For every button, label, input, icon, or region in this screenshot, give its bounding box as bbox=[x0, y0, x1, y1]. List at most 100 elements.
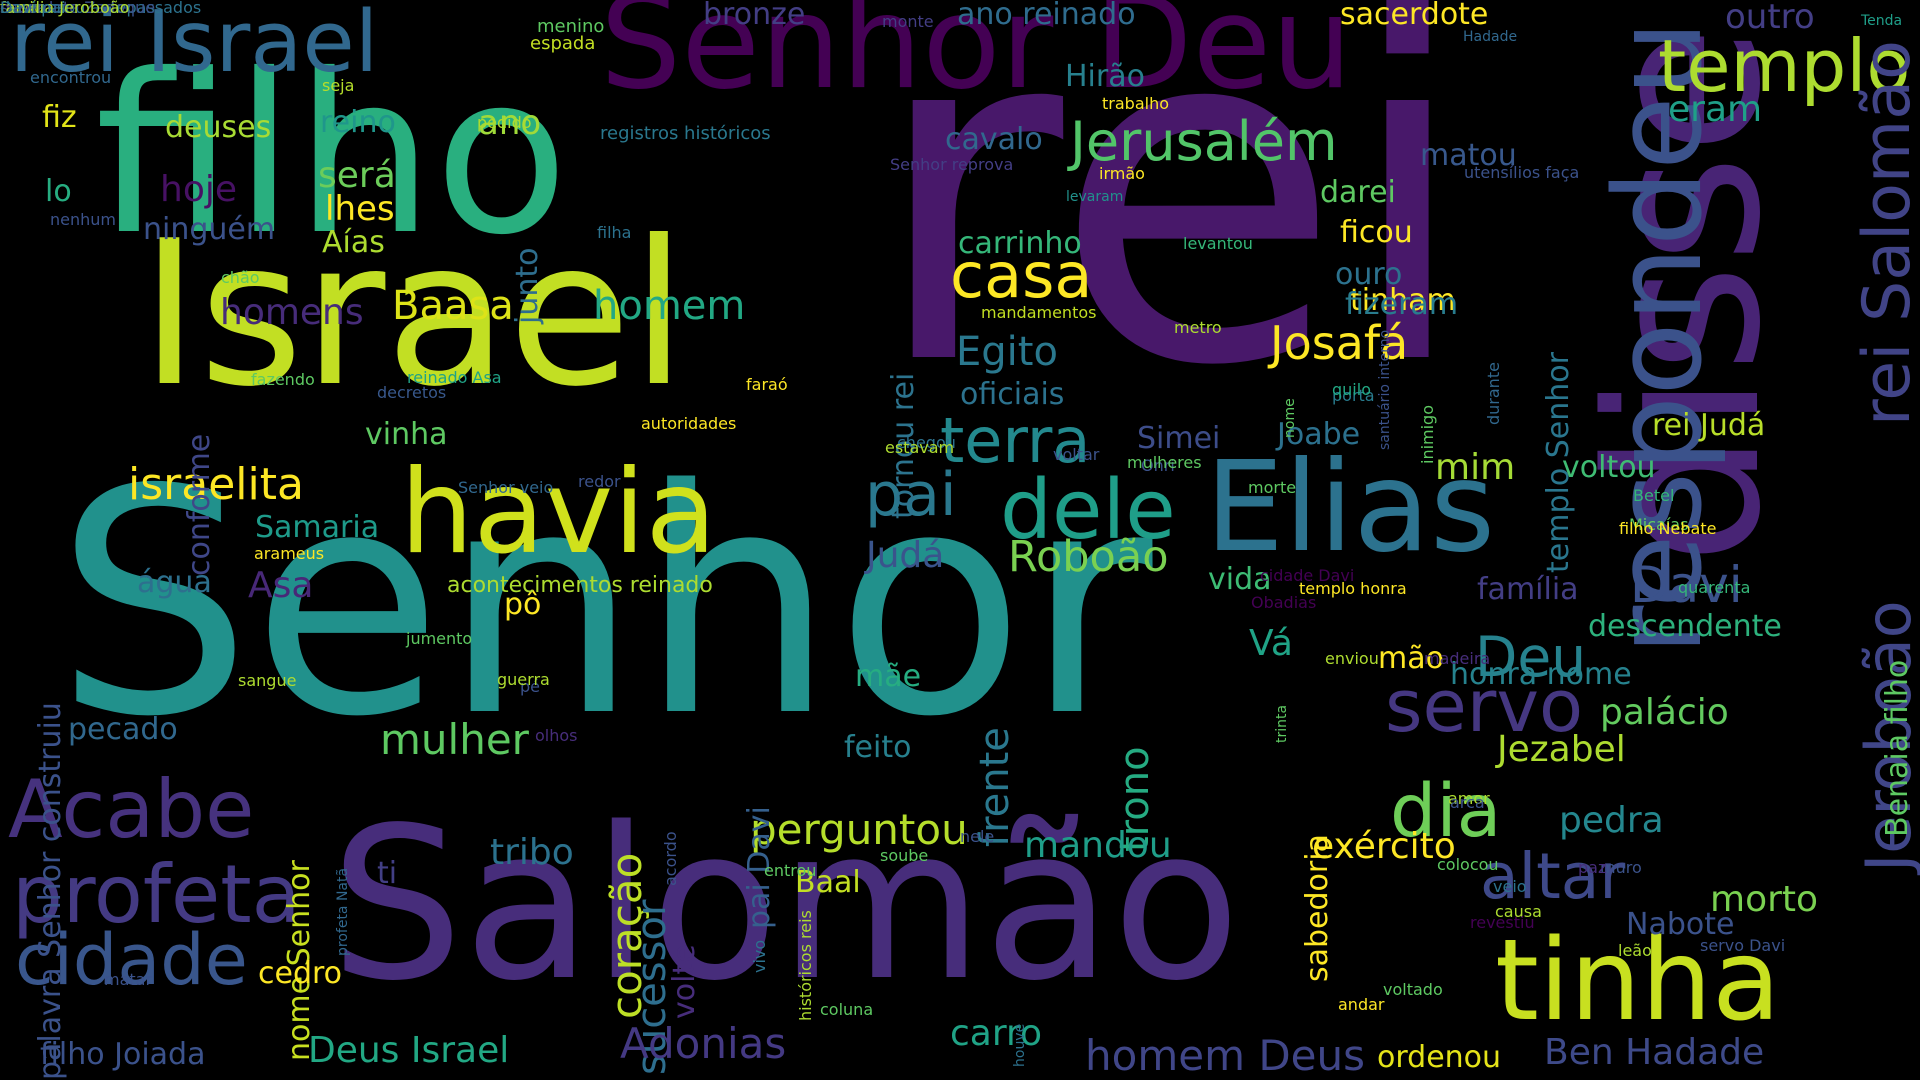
cloud-word-ben-hadade: Ben Hadade bbox=[1544, 1032, 1765, 1073]
cloud-word-sangue: sangue bbox=[238, 671, 297, 690]
cloud-word-reino: reino bbox=[320, 105, 396, 140]
cloud-word-fazendo: fazendo bbox=[251, 370, 315, 389]
cloud-word-inimigo: inimigo bbox=[1418, 405, 1437, 465]
cloud-word-estavam: estavam bbox=[885, 438, 955, 457]
cloud-word-acordo: acordo bbox=[661, 831, 680, 886]
cloud-word-morte: morte bbox=[1248, 478, 1297, 497]
cloud-word-fiz: fiz bbox=[42, 100, 77, 135]
cloud-word-israel: Israel bbox=[140, 198, 687, 431]
cloud-word-irmao: irmão bbox=[1099, 164, 1145, 183]
cloud-word-ordenou: ordenou bbox=[1377, 1040, 1502, 1075]
cloud-word-pecado: pecado bbox=[68, 712, 178, 747]
cloud-word-onri: Onri bbox=[1141, 456, 1175, 475]
cloud-word-matou: matou bbox=[1420, 138, 1517, 173]
cloud-word-entrou: entrou bbox=[764, 861, 817, 880]
cloud-word-causa: causa bbox=[1495, 902, 1542, 921]
cloud-word-profeta: profeta bbox=[12, 848, 301, 941]
cloud-word-reinado-asa: reinado Asa bbox=[407, 368, 502, 387]
cloud-word-po: pô bbox=[504, 587, 542, 622]
cloud-word-bronze: bronze bbox=[703, 0, 806, 32]
cloud-word-templo-honra: templo honra bbox=[1299, 579, 1407, 598]
cloud-word-micaias: Micaías bbox=[1629, 515, 1689, 534]
cloud-word-nome: nome bbox=[1282, 398, 1298, 438]
cloud-word-israelita: israelita bbox=[128, 459, 304, 510]
cloud-word-homem: homem bbox=[593, 283, 746, 329]
cloud-word-andar: andar bbox=[1338, 995, 1385, 1014]
cloud-word-voltar: voltar bbox=[1053, 445, 1100, 464]
cloud-word-voltou: voltou bbox=[1562, 450, 1656, 485]
cloud-word-deuses: deuses bbox=[165, 110, 272, 145]
cloud-word-ninguem: ninguém bbox=[143, 212, 276, 247]
cloud-word-baal: Baal bbox=[795, 865, 861, 900]
cloud-word-junto: junto bbox=[510, 248, 545, 325]
cloud-word-betel: Betel bbox=[1633, 486, 1675, 505]
cloud-word-davi-pai: Davi pai bbox=[0, 0, 66, 17]
cloud-word-obadias: Obadias bbox=[1251, 593, 1317, 612]
cloud-word-quilo: quilo bbox=[1332, 380, 1371, 399]
cloud-word-porta: porta bbox=[1332, 386, 1375, 405]
cloud-word-ouro: ouro bbox=[1335, 257, 1403, 292]
cloud-word-eram: eram bbox=[1668, 89, 1763, 130]
cloud-word-deu: Deu bbox=[1475, 625, 1587, 689]
cloud-word-servo: servo bbox=[1385, 664, 1584, 748]
cloud-word-elias: Elias bbox=[1205, 435, 1496, 580]
cloud-word-salomao: Salomão bbox=[330, 782, 1241, 1027]
cloud-word-dele: dele bbox=[1000, 463, 1176, 558]
cloud-word-descansou-antepassados: descansou antepassados bbox=[0, 0, 202, 17]
cloud-word-rei-israel: rei Israel bbox=[10, 0, 379, 92]
cloud-word-seja: seja bbox=[322, 76, 355, 95]
cloud-word-mar: mar bbox=[0, 0, 32, 17]
cloud-word-honra-nome: honra nome bbox=[1450, 657, 1632, 692]
cloud-word-palavra-senhor-construiu: palavra Senhor construiu bbox=[33, 702, 68, 1080]
cloud-word-paz: paz bbox=[1578, 858, 1607, 877]
cloud-word-farao: faraó bbox=[746, 375, 788, 394]
cloud-word-hoje: hoje bbox=[160, 169, 237, 210]
cloud-word-homens: homens bbox=[220, 292, 364, 333]
cloud-word-mao: mão bbox=[1378, 641, 1444, 676]
cloud-word-homem-deus: homem Deus bbox=[1085, 1031, 1366, 1080]
cloud-word-darei: darei bbox=[1320, 175, 1396, 210]
cloud-word-hirao: Hirão bbox=[1065, 59, 1145, 94]
cloud-word-filho-nebate: filho Nebate bbox=[1619, 519, 1717, 538]
cloud-word-jerusalem: Jerusalém bbox=[1070, 110, 1338, 173]
cloud-word-soube: soube bbox=[880, 846, 929, 865]
cloud-word-cedro: cedro bbox=[258, 956, 343, 991]
cloud-word-oficiais: oficiais bbox=[960, 377, 1065, 412]
cloud-word-rei-salomao: rei Salomão bbox=[1850, 40, 1920, 426]
cloud-word-ficou: ficou bbox=[1340, 215, 1413, 250]
cloud-word-fizeram: fizeram bbox=[1345, 287, 1459, 322]
cloud-word-jumento: jumento bbox=[406, 629, 473, 648]
cloud-word-benaia-filho: Benaia filho bbox=[1880, 660, 1915, 838]
cloud-word-senhor: Senhor bbox=[55, 424, 1153, 785]
cloud-word-rei-juda: rei Judá bbox=[1652, 408, 1766, 443]
cloud-word-metro: metro bbox=[1174, 318, 1222, 337]
cloud-word-egito: Egito bbox=[956, 329, 1058, 375]
cloud-word-leao: leão bbox=[1618, 941, 1652, 960]
cloud-word-va: Vá bbox=[1249, 623, 1293, 664]
cloud-word-ti: ti bbox=[377, 856, 398, 891]
cloud-word-quarenta: quarenta bbox=[1678, 578, 1751, 597]
cloud-word-encontrou: encontrou bbox=[30, 68, 112, 87]
cloud-word-revestiu: revestiu bbox=[1470, 913, 1535, 932]
cloud-word-mulher: mulher bbox=[380, 715, 529, 764]
cloud-word-matar: matar bbox=[104, 970, 153, 989]
cloud-word-adonias: Adonias bbox=[620, 1019, 787, 1068]
cloud-word-tribo: tribo bbox=[490, 832, 574, 873]
cloud-word-santuario-interno: santuário interno bbox=[1377, 330, 1393, 451]
cloud-word-durante: durante bbox=[1484, 362, 1503, 425]
cloud-word-mae: mãe bbox=[855, 659, 922, 694]
cloud-word-templo: templo bbox=[1658, 24, 1911, 108]
cloud-word-vida: vida bbox=[1208, 562, 1272, 597]
cloud-word-ano: ano bbox=[478, 103, 542, 143]
cloud-word-tenda: Tenda bbox=[1861, 13, 1903, 29]
cloud-word-arca: arca bbox=[1450, 793, 1485, 812]
cloud-word-sacerdote-zadoque: sacerdote Zadoque bbox=[0, 0, 156, 17]
cloud-word-hadade: Hadade bbox=[1463, 29, 1518, 45]
cloud-word-olhos: olhos bbox=[535, 726, 578, 745]
cloud-word-baasa: Baasa bbox=[392, 283, 514, 329]
cloud-word-lo: lo bbox=[45, 174, 72, 209]
cloud-word-nabote: Nabote bbox=[1626, 907, 1735, 942]
cloud-word-arameus: arameus bbox=[254, 544, 325, 563]
cloud-word-casa: casa bbox=[950, 239, 1093, 312]
cloud-word-mandamentos: mandamentos bbox=[981, 303, 1097, 322]
